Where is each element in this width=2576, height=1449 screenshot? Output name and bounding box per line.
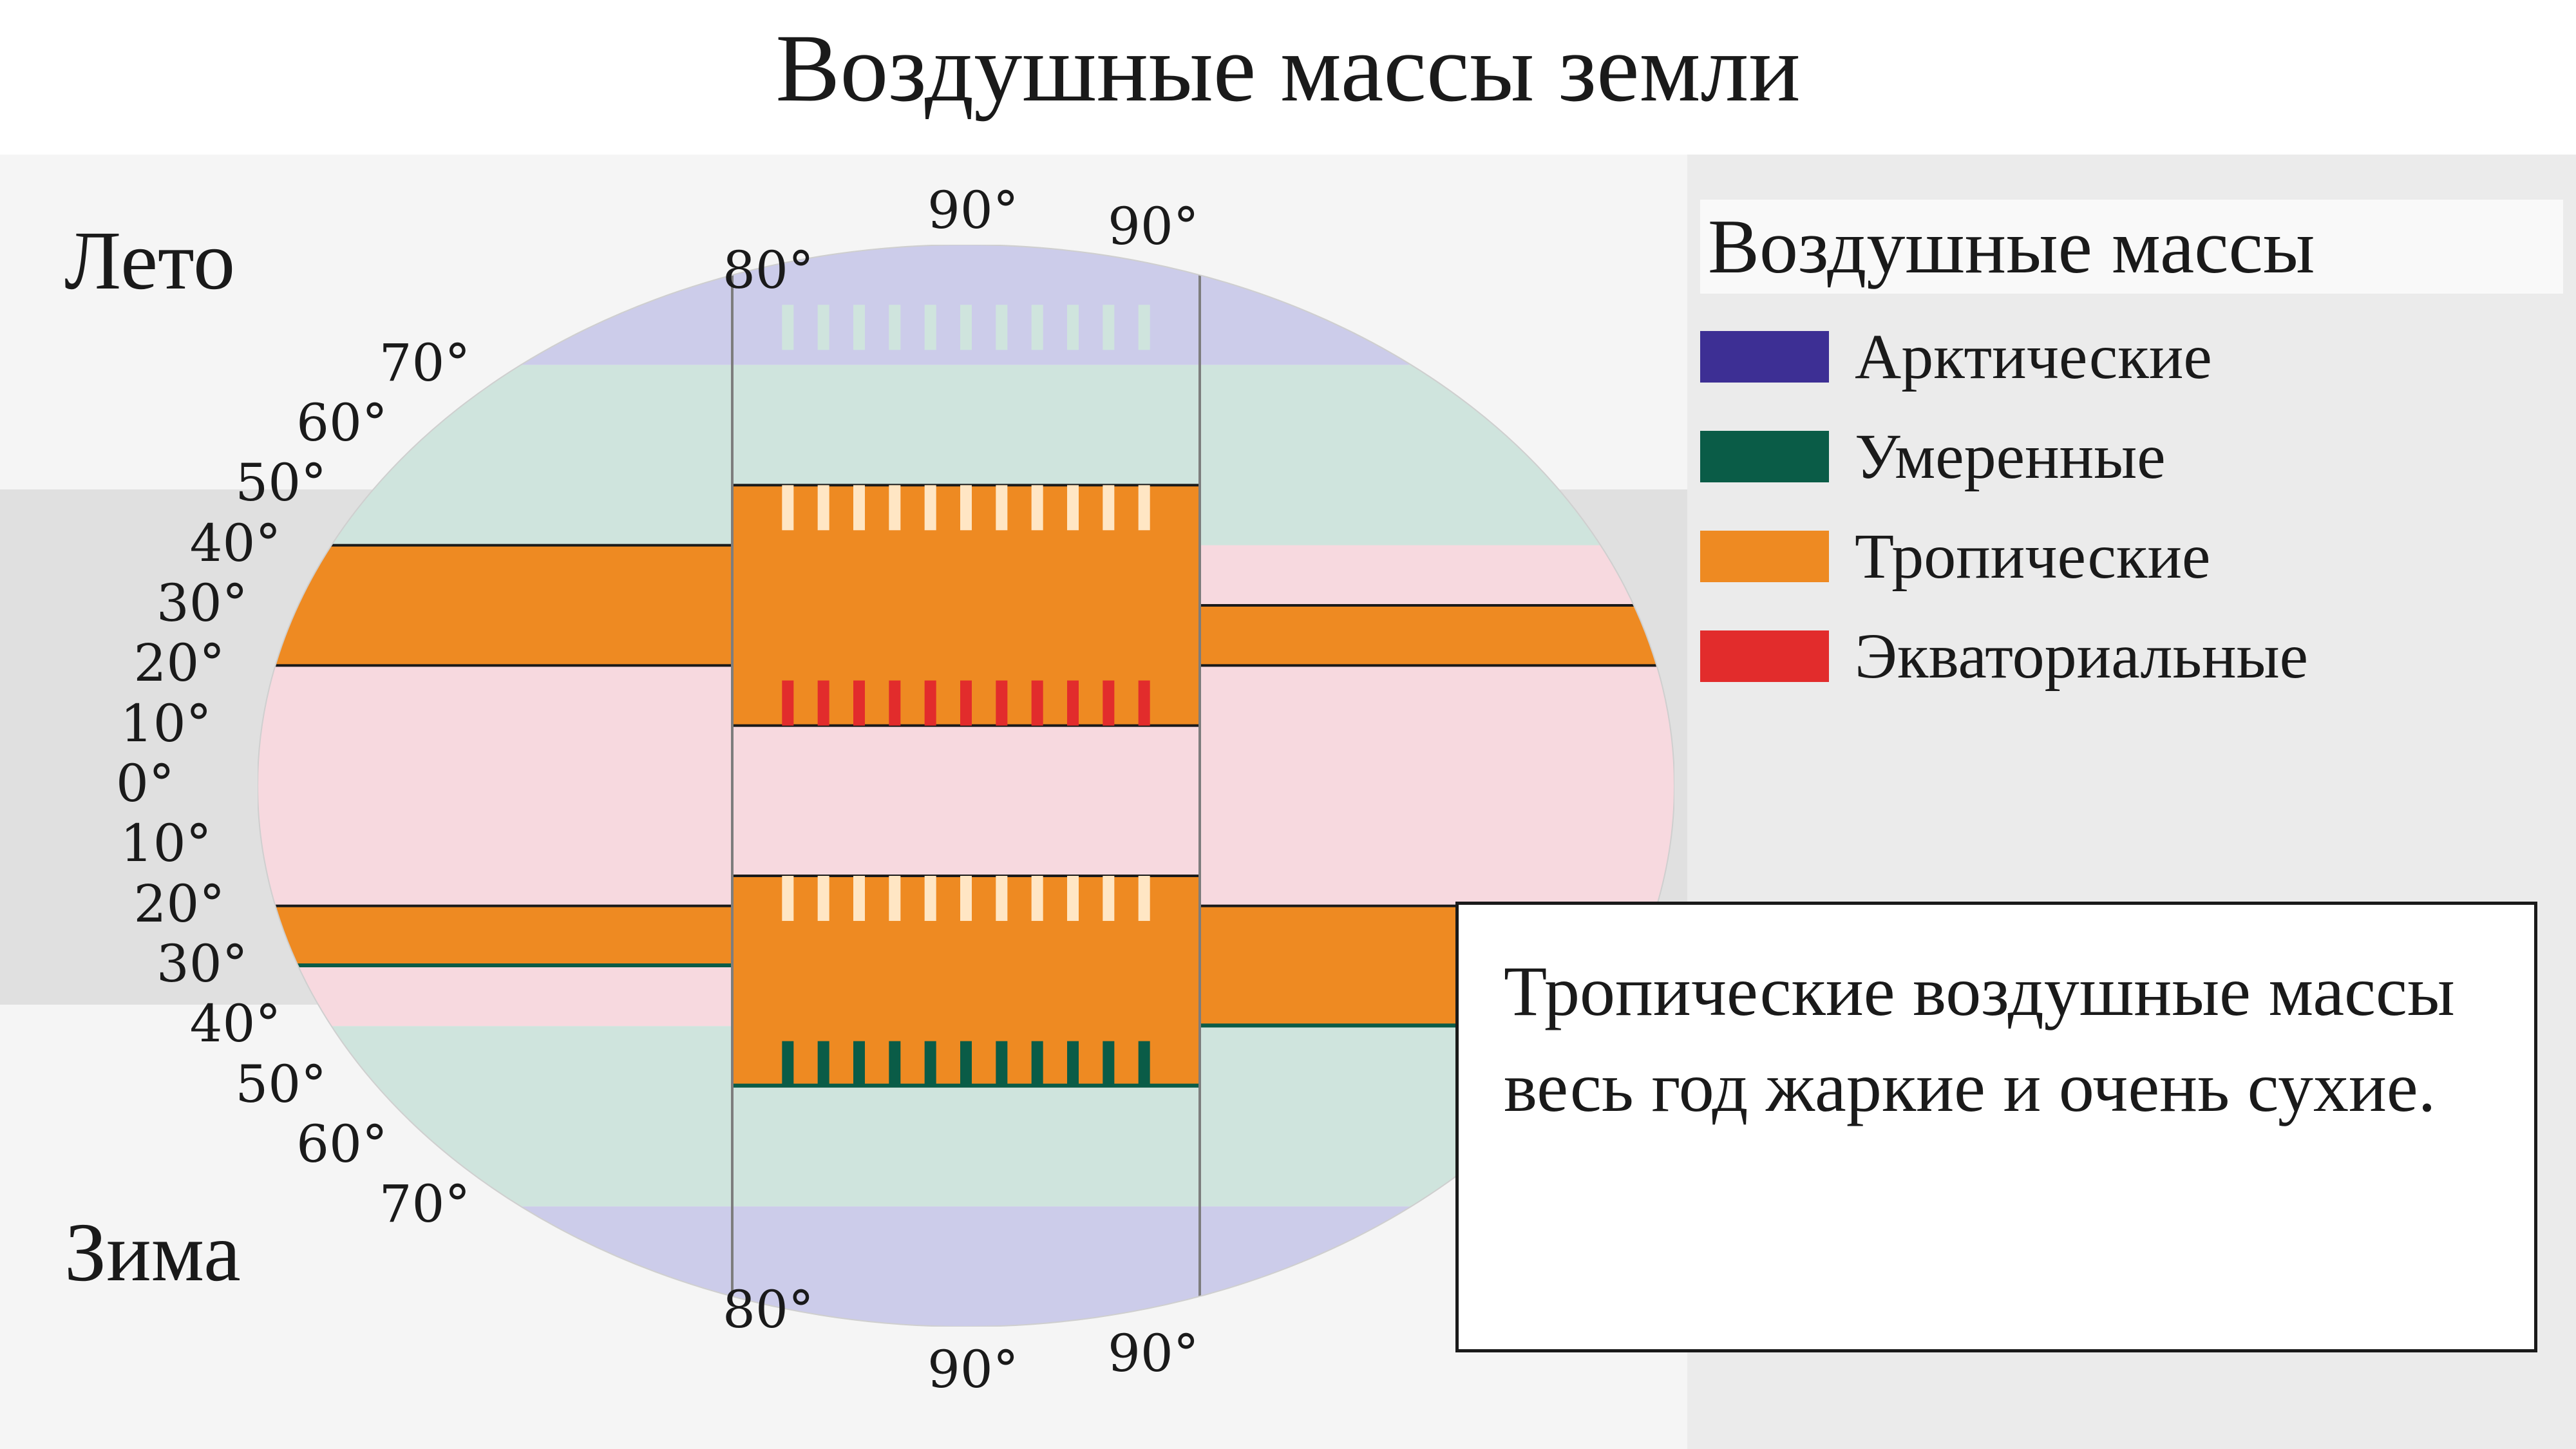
legend-label-arctic: Арктические <box>1855 319 2212 393</box>
lat-label-80-s: 80° <box>723 1280 814 1340</box>
legend-swatch-tropical <box>1700 531 1829 582</box>
lat-label-20-s: 20° <box>134 874 225 934</box>
lat-label-90-bottom-right: 90° <box>1108 1323 1199 1383</box>
legend-label-tropical: Тропические <box>1855 519 2210 593</box>
legend-title: Воздушные массы <box>1700 200 2563 294</box>
legend-swatch-arctic <box>1700 331 1829 383</box>
lat-label-90-n: 90° <box>927 180 1019 240</box>
legend-label-equatorial: Экваториальные <box>1855 619 2308 693</box>
lat-label-50-s: 50° <box>235 1054 327 1114</box>
legend-row-temperate: Умеренные <box>1700 419 2563 493</box>
lat-label-30-s: 30° <box>156 934 248 994</box>
lat-label-20-n: 20° <box>134 633 225 693</box>
legend-swatch-temperate <box>1700 431 1829 482</box>
lat-label-40-s: 40° <box>190 994 281 1054</box>
legend-row-equatorial: Экваториальные <box>1700 619 2563 693</box>
lat-label-40-n: 40° <box>190 513 281 573</box>
lat-label-50-n: 50° <box>235 453 327 513</box>
lat-label-10-s: 10° <box>120 813 212 873</box>
legend-row-arctic: Арктические <box>1700 319 2563 393</box>
lat-label-0-n: 0° <box>116 753 175 813</box>
lat-label-70-n: 70° <box>379 333 471 393</box>
lat-label-30-n: 30° <box>156 573 248 633</box>
page-title: Воздушные массы земли <box>0 13 2576 124</box>
lat-label-60-s: 60° <box>296 1114 388 1174</box>
legend-row-tropical: Тропические <box>1700 519 2563 593</box>
info-box: Тропические воздушные массы весь год жар… <box>1455 902 2537 1352</box>
season-summer: Лето <box>64 213 235 309</box>
lat-label-90-top-right: 90° <box>1108 196 1199 256</box>
lat-label-90-s: 90° <box>927 1340 1019 1399</box>
season-winter: Зима <box>64 1204 241 1301</box>
legend: Воздушные массы Арктические Умеренные Тр… <box>1700 200 2563 719</box>
legend-swatch-equatorial <box>1700 630 1829 682</box>
lat-label-10-n: 10° <box>120 694 212 753</box>
lat-label-70-s: 70° <box>379 1174 471 1234</box>
lat-label-80-n: 80° <box>723 240 814 300</box>
legend-label-temperate: Умеренные <box>1855 419 2166 493</box>
lat-label-60-n: 60° <box>296 393 388 453</box>
